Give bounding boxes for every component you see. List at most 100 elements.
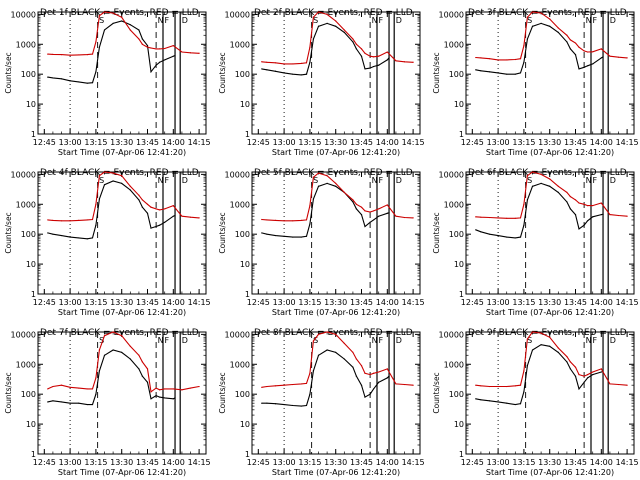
x-axis-label: Start Time (07-Apr-06 12:41:20) xyxy=(58,148,186,157)
x-tick-label: 14:15 xyxy=(402,138,425,147)
data-point-lld xyxy=(506,385,508,388)
region-label: N xyxy=(586,16,592,25)
data-point-lld xyxy=(292,63,294,65)
y-axis-label: Counts/sec xyxy=(432,372,441,413)
y-tick-label: 10000 xyxy=(225,330,250,339)
data-point-lld xyxy=(497,217,499,219)
data-point-events xyxy=(364,396,366,398)
x-tick-label: 13:15 xyxy=(84,298,107,307)
region-label: F xyxy=(164,176,169,185)
data-point-lld xyxy=(574,199,577,201)
x-axis-label: Start Time (07-Apr-06 12:41:20) xyxy=(58,308,186,317)
panel-7: Det 7f BLACK = Events, RED = LLD 1 10 100 10… xyxy=(4,328,211,477)
x-tick-label: 13:15 xyxy=(298,138,321,147)
x-tick-label: 14:00 xyxy=(162,298,185,307)
panel-2: Det 2f BLACK = Events, RED = LLD 1 10 100 10… xyxy=(218,8,425,157)
data-point-lld xyxy=(569,39,571,41)
data-point-lld xyxy=(549,18,551,20)
y-tick-label: 1000 xyxy=(230,200,250,209)
data-point-lld xyxy=(274,219,277,221)
data-point-lld xyxy=(103,335,106,337)
data-point-lld xyxy=(372,210,375,212)
data-point-events xyxy=(274,403,277,405)
data-point-events xyxy=(52,400,54,402)
data-point-lld xyxy=(129,345,131,347)
data-point-lld xyxy=(312,16,314,18)
x-axis-label: Start Time (07-Apr-06 12:41:20) xyxy=(486,308,614,317)
data-point-events xyxy=(506,73,508,75)
plot-frame xyxy=(251,11,421,135)
x-tick-label: 13:30 xyxy=(324,298,347,307)
series-line-lld xyxy=(261,172,414,222)
data-point-events xyxy=(360,214,363,216)
data-point-events xyxy=(317,185,320,187)
y-tick-label: 1 xyxy=(31,450,36,459)
region-label: F xyxy=(592,336,597,345)
x-tick-label: 12:45 xyxy=(247,298,270,307)
data-point-events xyxy=(146,381,149,383)
data-point-lld xyxy=(531,331,534,333)
x-tick-label: 13:45 xyxy=(350,298,373,307)
data-point-events xyxy=(47,76,49,78)
x-tick-label: 13:00 xyxy=(487,138,510,147)
data-point-lld xyxy=(531,11,534,13)
region-label: D xyxy=(182,16,188,25)
plot-frame xyxy=(37,331,207,455)
y-tick-label: 1000 xyxy=(16,40,36,49)
data-point-lld xyxy=(112,331,114,333)
data-point-events xyxy=(164,59,166,61)
data-point-lld xyxy=(326,13,328,15)
data-point-lld xyxy=(403,61,406,63)
data-point-events xyxy=(172,215,174,217)
data-point-events xyxy=(523,61,525,63)
data-point-events xyxy=(480,399,482,401)
data-point-lld xyxy=(523,45,525,47)
data-point-lld xyxy=(141,199,143,201)
data-point-events xyxy=(103,184,106,186)
data-point-lld xyxy=(300,62,302,64)
region-label: D xyxy=(396,176,402,185)
x-tick-label: 14:15 xyxy=(616,138,639,147)
panel-title: Det 2f BLACK = Events, RED = LLD xyxy=(254,8,413,18)
data-point-lld xyxy=(497,59,499,61)
y-tick-label: 1000 xyxy=(230,40,250,49)
data-point-events xyxy=(372,65,375,68)
data-point-lld xyxy=(519,384,522,386)
data-point-events xyxy=(172,55,174,57)
panel-4: Det 4f BLACK = Events, RED = LLD 1 10 100 10… xyxy=(4,168,211,317)
data-point-events xyxy=(583,66,585,68)
data-point-lld xyxy=(488,385,491,388)
data-point-lld xyxy=(155,208,157,210)
data-point-events xyxy=(506,402,508,404)
data-point-lld xyxy=(300,219,302,221)
series-line-events xyxy=(475,182,604,239)
data-point-lld xyxy=(312,340,314,342)
data-point-events xyxy=(86,403,88,406)
x-axis-label: Start Time (07-Apr-06 12:41:20) xyxy=(272,468,400,477)
x-tick-label: 14:00 xyxy=(590,298,613,307)
y-tick-label: 100 xyxy=(235,70,250,79)
data-point-lld xyxy=(86,219,88,221)
data-point-events xyxy=(312,370,314,372)
data-point-lld xyxy=(488,216,491,219)
data-point-events xyxy=(526,38,528,40)
data-point-lld xyxy=(578,202,580,204)
data-point-events xyxy=(60,234,63,237)
data-point-events xyxy=(540,22,542,24)
data-point-lld xyxy=(592,371,594,373)
y-tick-label: 10 xyxy=(454,260,464,269)
x-tick-label: 13:30 xyxy=(110,138,133,147)
x-tick-label: 13:45 xyxy=(564,298,587,307)
x-tick-label: 13:15 xyxy=(298,458,321,467)
data-point-events xyxy=(355,375,357,377)
data-point-events xyxy=(364,225,366,228)
data-point-events xyxy=(69,236,71,238)
data-point-lld xyxy=(557,347,559,349)
x-tick-label: 12:45 xyxy=(461,298,484,307)
data-point-lld xyxy=(121,16,123,18)
data-point-events xyxy=(388,212,390,214)
y-axis-label: Counts/sec xyxy=(218,212,227,253)
data-point-events xyxy=(386,377,388,379)
data-point-events xyxy=(378,215,380,217)
panel-6: Det 6f BLACK = Events, RED = LLD 1 10 100 10… xyxy=(432,168,639,317)
